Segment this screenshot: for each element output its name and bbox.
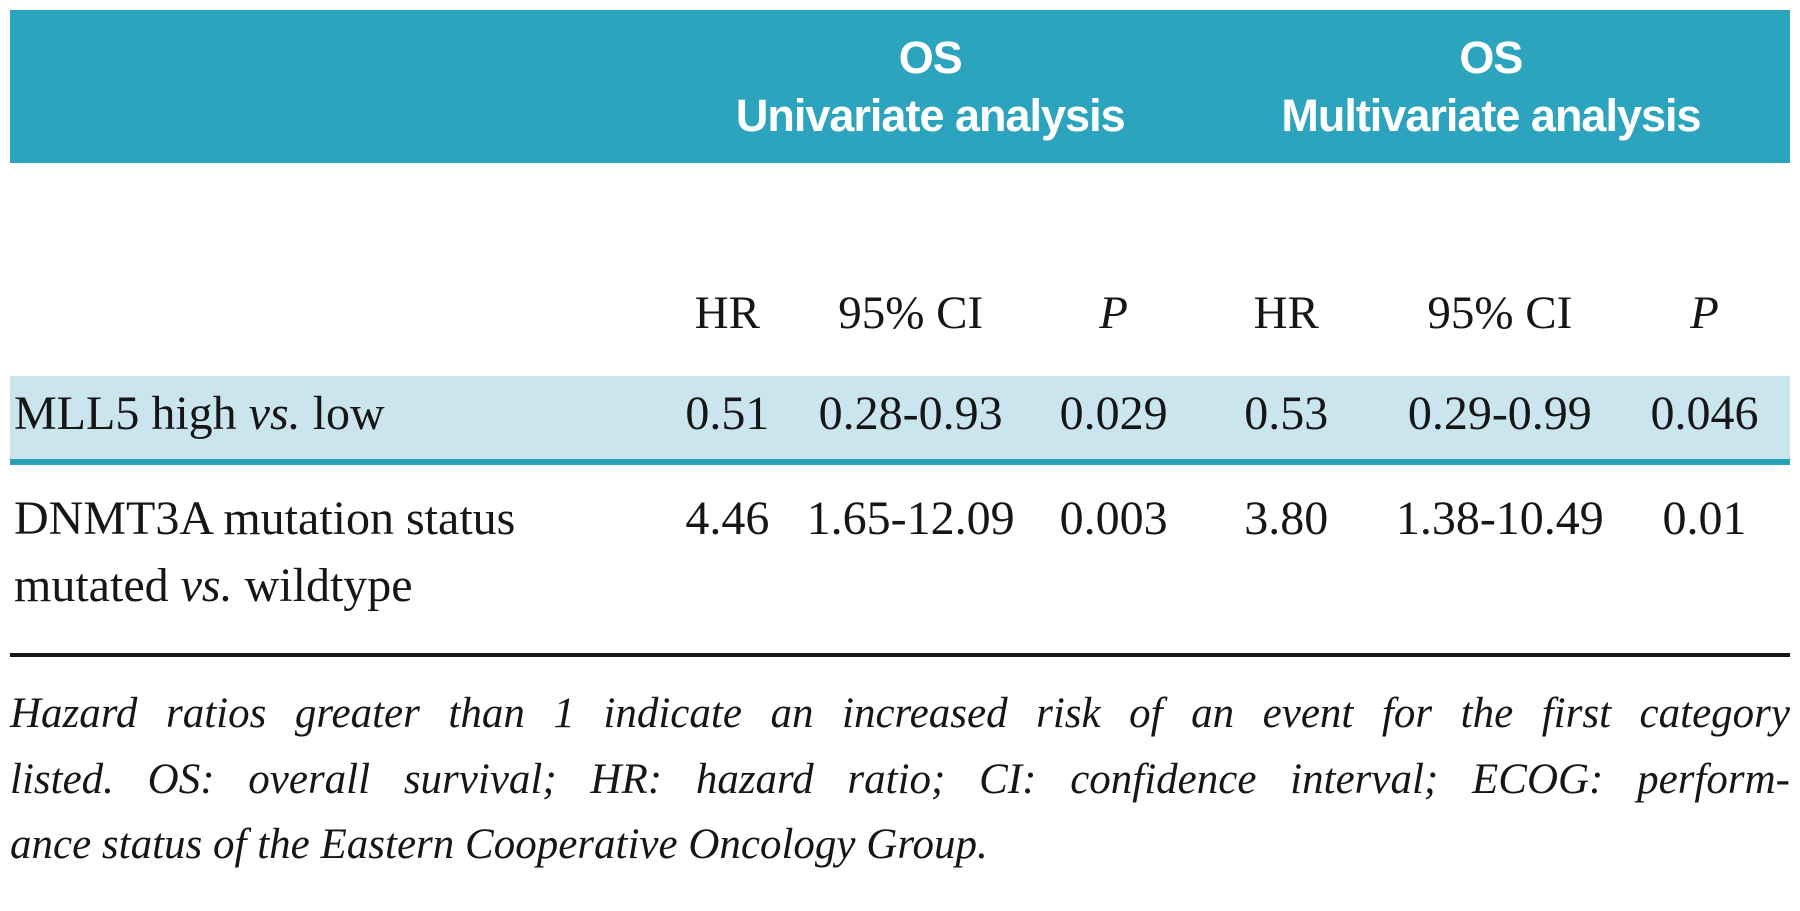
table-header-band: OS Univariate analysis OS Multivariate a… [10,10,1790,163]
dnmt3a-label-line1: DNMT3A mutation status [14,491,516,545]
column-header-uni-ci: 95% CI [838,287,984,339]
dnmt3a-uni-hr: 4.46 [685,491,770,545]
dnmt3a-multi-p: 0.01 [1662,491,1747,545]
footnote-line-1: Hazard ratios greater than 1 indicate an… [10,690,1790,738]
footnote-line-2: listed. OS: overall survival; HR: hazard… [10,755,1790,803]
mll5-multi-p: 0.046 [1650,387,1759,441]
mll5-uni-hr: 0.51 [685,387,770,441]
column-header-multi-hr: HR [1253,287,1319,339]
column-header-row: HR 95% CI P HR 95% CI P [10,285,1790,342]
dnmt3a-multi-ci: 1.38-10.49 [1395,491,1604,545]
table-footnote: Hazard ratios greater than 1 indicate an… [10,681,1790,877]
univariate-group-header: OS Univariate analysis [669,29,1192,144]
row-label-dnmt3a: DNMT3A mutation status mutated vs. wildt… [10,485,669,619]
mll5-uni-p: 0.029 [1059,387,1168,441]
table-row-dnmt3a: DNMT3A mutation status mutated vs. wildt… [10,485,1790,619]
mll5-multi-hr: 0.53 [1244,387,1329,441]
multivariate-group-header: OS Multivariate analysis [1192,29,1790,144]
dnmt3a-multi-hr: 3.80 [1244,491,1329,545]
row-label-mll5: MLL5 high vs. low [14,387,385,441]
column-header-uni-hr: HR [694,287,760,339]
univariate-os-label: OS [898,31,963,83]
column-header-multi-ci: 95% CI [1427,287,1573,339]
mll5-multi-ci: 0.29-0.99 [1407,387,1592,441]
multivariate-os-label: OS [1459,31,1523,83]
dnmt3a-uni-ci: 1.65-12.09 [806,491,1015,545]
univariate-analysis-label: Univariate analysis [735,89,1126,141]
table-row-mll5: MLL5 high vs. low 0.51 0.28-0.93 0.029 0… [10,376,1790,465]
dnmt3a-uni-p: 0.003 [1059,491,1168,545]
footnote-line-3: ance status of the Eastern Cooperative O… [10,820,988,868]
table-bottom-rule [10,653,1790,658]
multivariate-analysis-label: Multivariate analysis [1281,89,1701,141]
mll5-uni-ci: 0.28-0.93 [818,387,1003,441]
dnmt3a-label-line2: mutated vs. wildtype [14,559,413,613]
column-header-uni-p: P [1099,287,1128,339]
column-header-multi-p: P [1690,287,1719,339]
